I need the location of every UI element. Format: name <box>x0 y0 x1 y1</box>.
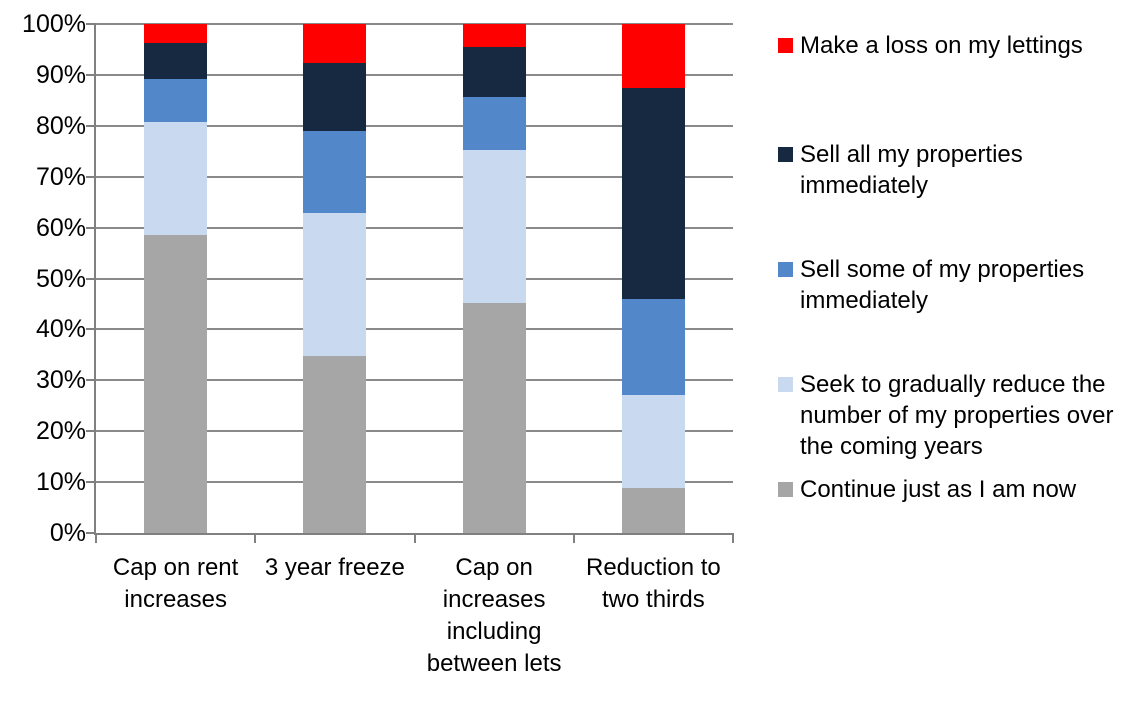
gridline-60 <box>96 226 733 229</box>
y-tick-label-90: 90% <box>35 60 86 89</box>
y-tick-mark-90 <box>86 73 96 76</box>
y-tick-label-0: 0% <box>49 519 86 547</box>
bar-segment-seek-to-gradually-reduce-the-number-of-my-properties-over-the-coming-years <box>144 122 208 236</box>
y-axis-line <box>94 24 96 535</box>
x-tick-mark-2 <box>413 533 416 543</box>
bar-segment-make-a-loss-on-my-lettings <box>303 24 367 64</box>
y-tick-label-60: 60% <box>35 213 86 242</box>
bar-cap-on-rent-increases <box>144 24 208 533</box>
legend-color-swatch <box>778 482 793 497</box>
x-tick-mark-4 <box>732 533 734 543</box>
gridline-50 <box>96 277 733 280</box>
x-tick-mark-0 <box>95 533 97 543</box>
bar-segment-continue-just-as-i-am-now <box>462 303 526 533</box>
gridline-30 <box>96 379 733 382</box>
bar-segment-make-a-loss-on-my-lettings <box>462 24 526 48</box>
x-axis-label-cap-on-rent-increases: Cap on rent increases <box>112 554 239 613</box>
x-tick-mark-1 <box>254 533 257 543</box>
bar-reduction-to-two-thirds <box>621 24 685 533</box>
gridline-10 <box>96 481 733 484</box>
plot-area <box>94 23 733 535</box>
gridline-20 <box>96 430 733 433</box>
y-tick-label-80: 80% <box>35 111 86 140</box>
bar-segment-sell-all-my-properties-immediately <box>144 42 208 79</box>
y-tick-label-30: 30% <box>35 366 86 395</box>
y-tick-mark-70 <box>86 175 96 178</box>
x-tick-mark-3 <box>572 533 575 543</box>
y-tick-label-70: 70% <box>35 162 86 191</box>
gridline-80 <box>96 124 733 127</box>
bar-segment-continue-just-as-i-am-now <box>621 487 685 533</box>
y-tick-label-10: 10% <box>35 468 86 497</box>
x-axis-label-3-year-freeze: 3 year freeze <box>264 554 405 581</box>
bar-segment-seek-to-gradually-reduce-the-number-of-my-properties-over-the-coming-years <box>621 395 685 488</box>
bar-segment-seek-to-gradually-reduce-the-number-of-my-properties-over-the-coming-years <box>303 213 367 357</box>
legend-label: Continue just as I am now <box>800 476 1077 503</box>
bar-segment-sell-some-of-my-properties-immediately <box>144 79 208 123</box>
bar-segment-sell-all-my-properties-immediately <box>462 47 526 98</box>
legend-item-continue-just-as-i-am-now: Continue just as I am now <box>778 474 1076 505</box>
y-tick-mark-50 <box>86 277 96 280</box>
bar-segment-continue-just-as-i-am-now <box>144 235 208 533</box>
y-tick-mark-20 <box>86 430 96 433</box>
bar-3-year-freeze <box>303 24 367 533</box>
gridline-100 <box>96 23 733 25</box>
gridline-70 <box>96 175 733 178</box>
legend-color-swatch <box>778 147 793 162</box>
x-axis-label-reduction-to-two-thirds: Reduction to two thirds <box>585 554 721 613</box>
y-tick-label-20: 20% <box>35 417 86 446</box>
y-tick-mark-30 <box>86 379 96 382</box>
legend-color-swatch <box>778 377 793 392</box>
y-tick-mark-100 <box>86 23 96 25</box>
bar-segment-seek-to-gradually-reduce-the-number-of-my-properties-over-the-coming-years <box>462 149 526 304</box>
bar-segment-make-a-loss-on-my-lettings <box>144 24 208 43</box>
y-tick-mark-0 <box>86 532 96 534</box>
bar-segment-continue-just-as-i-am-now <box>303 356 367 533</box>
legend-item-seek-to-gradually-reduce-the-number-of-my-properties-over-the-coming-years: Seek to gradually reduce the number of my… <box>778 369 1113 462</box>
legend-label: Sell all my properties immediately <box>800 141 1023 199</box>
bar-segment-sell-all-my-properties-immediately <box>621 87 685 299</box>
legend-color-swatch <box>778 262 793 277</box>
y-tick-mark-60 <box>86 226 96 229</box>
y-tick-mark-40 <box>86 328 96 331</box>
bar-segment-sell-some-of-my-properties-immediately <box>621 298 685 396</box>
bar-segment-make-a-loss-on-my-lettings <box>621 24 685 88</box>
legend-item-sell-some-of-my-properties-immediately: Sell some of my properties immediately <box>778 254 1084 316</box>
y-tick-label-40: 40% <box>35 315 86 344</box>
legend-item-sell-all-my-properties-immediately: Sell all my properties immediately <box>778 139 1023 201</box>
legend-label: Seek to gradually reduce the number of my… <box>800 371 1114 460</box>
bar-segment-sell-all-my-properties-immediately <box>303 63 367 132</box>
legend-item-make-a-loss-on-my-lettings: Make a loss on my lettings <box>778 30 1083 61</box>
bar-cap-on-increases-including-between-lets <box>462 24 526 533</box>
gridline-40 <box>96 328 733 331</box>
legend-label: Make a loss on my lettings <box>800 32 1083 59</box>
y-tick-label-100: 100% <box>22 10 86 38</box>
y-tick-mark-10 <box>86 481 96 484</box>
bar-segment-sell-some-of-my-properties-immediately <box>462 97 526 150</box>
y-tick-mark-80 <box>86 124 96 127</box>
legend-label: Sell some of my properties immediately <box>800 256 1085 314</box>
legend-color-swatch <box>778 38 793 53</box>
x-axis-label-cap-on-increases-including-between-lets: Cap on increases including between lets <box>426 554 562 677</box>
bar-segment-sell-some-of-my-properties-immediately <box>303 131 367 214</box>
y-tick-label-50: 50% <box>35 264 86 293</box>
gridline-90 <box>96 73 733 76</box>
